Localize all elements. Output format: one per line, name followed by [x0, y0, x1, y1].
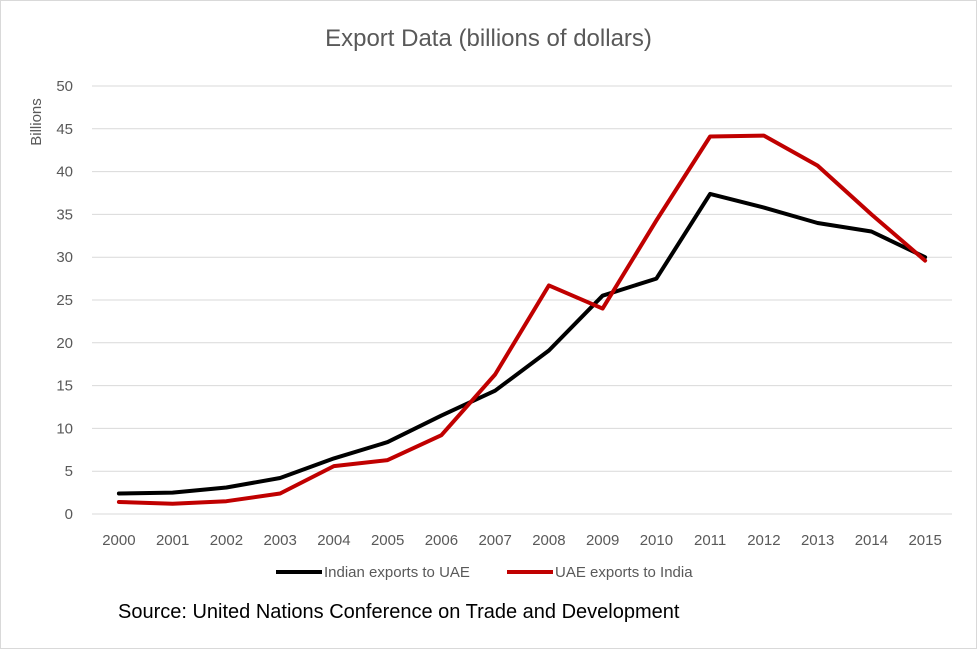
series-lines: [116, 133, 928, 506]
y-tick-label: 10: [56, 420, 73, 437]
y-tick-label: 45: [56, 121, 73, 138]
x-tick-label: 2003: [263, 532, 296, 549]
x-tick-label: 2014: [855, 532, 888, 549]
gridlines: [92, 85, 952, 515]
legend-label-1: Indian exports to UAE: [324, 564, 470, 581]
x-axis-ticks: 2000 2001 2002 2003 2004 2005 2006 2007 2008 2009…: [102, 532, 942, 549]
y-tick-label: 20: [56, 335, 73, 352]
y-tick-label: 50: [56, 78, 73, 95]
x-tick-label: 2001: [156, 532, 189, 549]
legend-label-2: UAE exports to India: [555, 564, 693, 581]
y-axis-label: Billions: [28, 98, 45, 146]
y-tick-label: 15: [56, 378, 73, 395]
y-axis-ticks: 0 5 10 15 20 25 30 35 40 45 50: [56, 78, 73, 523]
x-tick-label: 2011: [694, 532, 726, 549]
x-tick-label: 2004: [317, 532, 350, 549]
y-tick-label: 0: [65, 506, 73, 523]
source-note: Source: United Nations Conference on Tra…: [118, 601, 680, 623]
x-tick-label: 2005: [371, 532, 404, 549]
x-tick-label: 2000: [102, 532, 135, 549]
series-line-2: [116, 133, 928, 506]
y-tick-label: 5: [65, 463, 73, 480]
y-tick-label: 25: [56, 292, 73, 309]
x-tick-label: 2012: [747, 532, 780, 549]
x-tick-label: 2013: [801, 532, 834, 549]
x-tick-label: 2002: [210, 532, 243, 549]
x-tick-label: 2008: [532, 532, 565, 549]
x-tick-label: 2010: [640, 532, 673, 549]
x-tick-label: 2015: [908, 532, 941, 549]
chart-title: Export Data (billions of dollars): [325, 25, 652, 52]
series-line-1: [116, 191, 928, 496]
y-tick-label: 40: [56, 164, 73, 181]
x-tick-label: 2007: [478, 532, 511, 549]
legend: Indian exports to UAE UAE exports to Indi…: [276, 564, 693, 581]
x-tick-label: 2006: [425, 532, 458, 549]
x-tick-label: 2009: [586, 532, 619, 549]
y-tick-label: 30: [56, 249, 73, 266]
y-tick-label: 35: [56, 206, 73, 223]
